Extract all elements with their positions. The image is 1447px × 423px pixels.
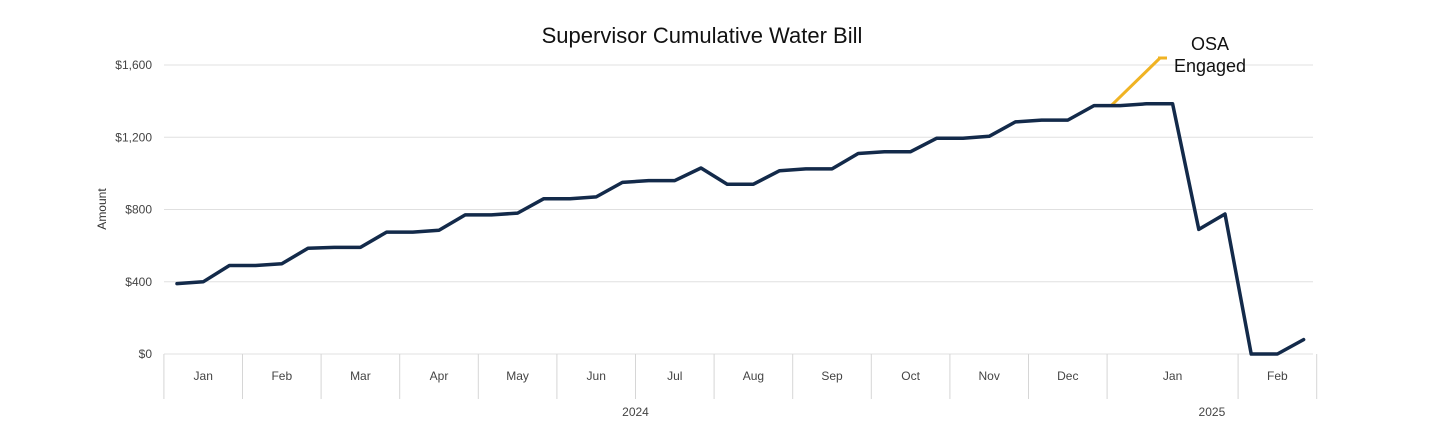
x-tick-label-month: Feb [1267,369,1288,383]
series-line-cumulative-water-bill [175,102,1306,356]
annotation-leader-line [1110,56,1162,107]
x-tick-label-month: Nov [979,369,1000,383]
y-tick-label: $0 [139,347,153,361]
x-tick-label-month: Dec [1057,369,1078,383]
x-tick-label-month: May [506,369,529,383]
x-tick-label-month: Jan [194,369,213,383]
x-tick-label-month: Apr [430,369,449,383]
x-tick-label-month: Sep [821,369,843,383]
y-tick-label: $800 [125,203,152,217]
x-tick-label-month: Jan [1163,369,1182,383]
x-tick-label-year: 2025 [1199,405,1226,419]
annotation-text: Engaged [1174,56,1246,76]
y-tick-label: $400 [125,275,152,289]
x-tick-label-month: Mar [350,369,371,383]
x-tick-label-month: Aug [743,369,764,383]
x-tick-label-month: Feb [271,369,292,383]
annotation-text: OSA [1191,34,1229,54]
x-tick-label-year: 2024 [622,405,649,419]
x-tick-label-month: Jul [667,369,682,383]
y-tick-label: $1,600 [115,58,152,72]
chart-title: Supervisor Cumulative Water Bill [542,23,863,48]
y-axis-label: Amount [95,188,109,230]
x-tick-label-month: Jun [587,369,606,383]
y-tick-label: $1,200 [115,130,152,144]
x-tick-label-month: Oct [901,369,920,383]
